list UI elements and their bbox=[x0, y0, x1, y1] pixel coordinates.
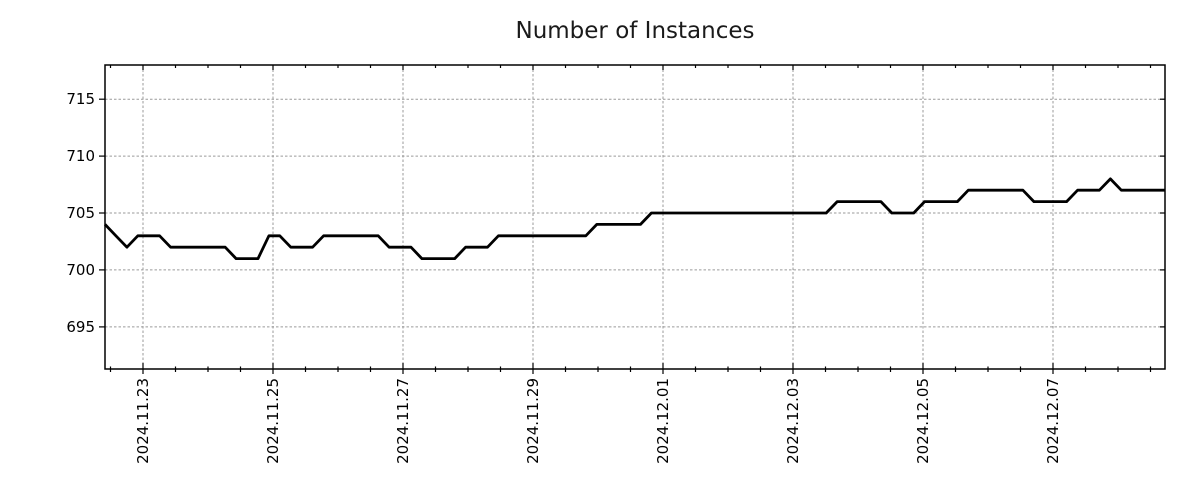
x-tick-label: 2024.12.07 bbox=[1044, 378, 1062, 464]
y-tick-label: 695 bbox=[66, 318, 95, 336]
axis-ticks bbox=[99, 65, 1165, 374]
y-tick-label: 700 bbox=[66, 261, 95, 279]
y-tick-label: 710 bbox=[66, 147, 95, 165]
plot-border bbox=[104, 64, 1166, 370]
x-tick-label: 2024.11.23 bbox=[134, 378, 152, 464]
x-tick-label: 2024.12.05 bbox=[914, 378, 932, 464]
x-tick-label: 2024.12.03 bbox=[784, 378, 802, 464]
x-tick-label: 2024.11.25 bbox=[264, 378, 282, 464]
y-tick-label: 715 bbox=[66, 90, 95, 108]
series-line bbox=[103, 177, 1165, 261]
plot-area: 695 700 705 710 715 2024.11.23 2024.11.25 2024.… bbox=[66, 64, 1166, 464]
x-tick-label: 2024.11.29 bbox=[524, 378, 542, 464]
tick-labels: 695 700 705 710 715 2024.11.23 2024.11.25 2024.… bbox=[66, 90, 1062, 464]
x-tick-label: 2024.12.01 bbox=[654, 378, 672, 464]
chart-title: Number of Instances bbox=[516, 18, 755, 44]
x-tick-label: 2024.11.27 bbox=[394, 378, 412, 464]
y-tick-label: 705 bbox=[66, 204, 95, 222]
gridlines bbox=[105, 65, 1165, 369]
